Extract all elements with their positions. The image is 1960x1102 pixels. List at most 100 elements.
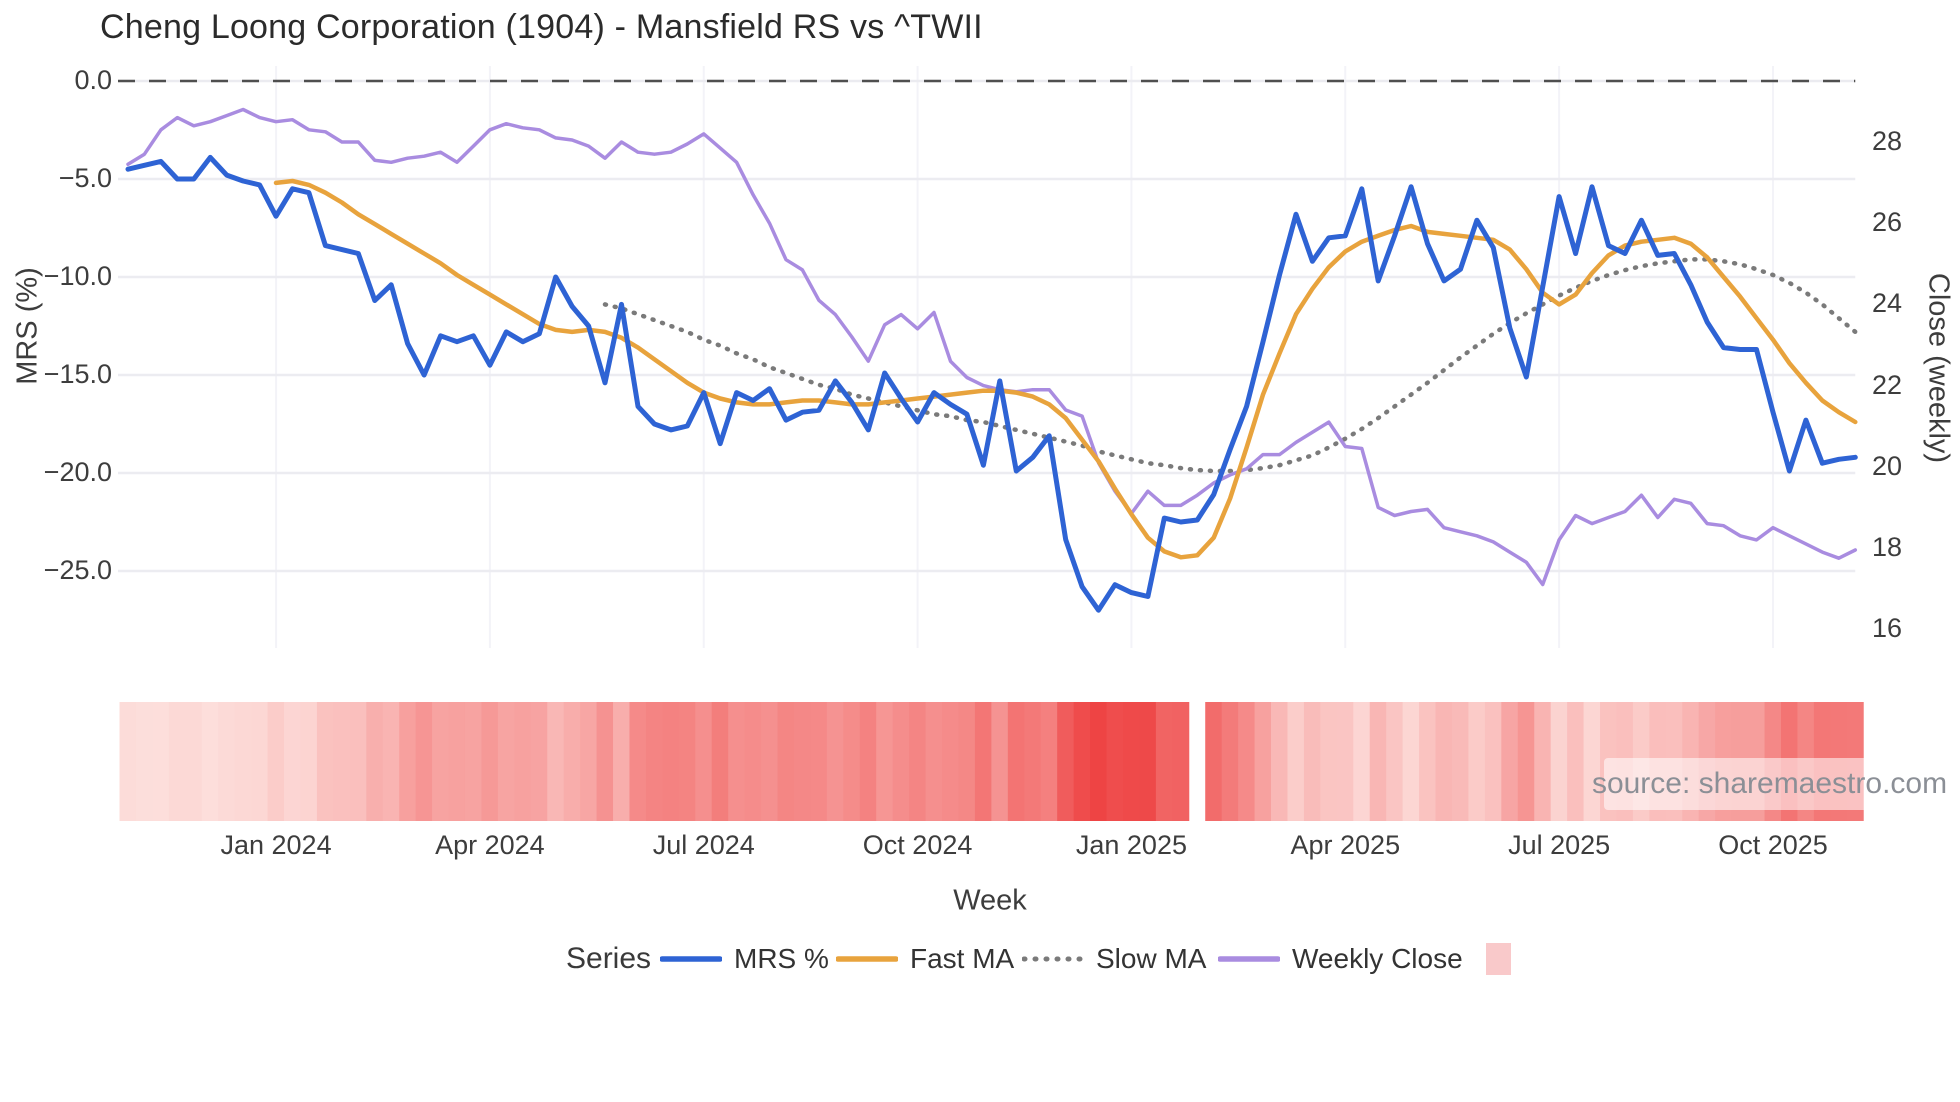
x-axis-tick-label: Oct 2024 <box>862 830 973 860</box>
heatmap-cell <box>1106 702 1124 821</box>
heatmap-cell <box>1122 702 1140 821</box>
series-line-weekly-close <box>126 107 1858 587</box>
fast-ma-line-swatch-icon <box>836 956 898 962</box>
heatmap-cell <box>251 702 269 821</box>
heatmap-cell <box>1073 702 1091 821</box>
heatmap-cell <box>547 702 565 821</box>
heatmap-cell <box>613 702 630 821</box>
heatmap-cell <box>1057 702 1075 821</box>
heatmap-cell <box>432 702 450 821</box>
legend-item-fast-ma: Fast MA <box>836 936 1014 982</box>
x-axis-tick-label: Jan 2025 <box>1075 830 1187 860</box>
heatmap-cell <box>1205 702 1223 821</box>
heatmap-cell <box>596 702 614 821</box>
heatmap-cell <box>1155 702 1173 821</box>
legend-item-label: Fast MA <box>910 943 1015 974</box>
legend-item-weekly-close: Weekly Close <box>1218 936 1463 982</box>
heatmap-cell <box>678 702 696 821</box>
heatmap-cell <box>876 702 894 821</box>
heatmap-cell <box>859 702 877 821</box>
heatmap-cell <box>168 702 186 821</box>
heatmap-cell <box>1271 702 1288 821</box>
heatmap-cell <box>530 702 548 821</box>
source-watermark: source: sharemaestro.com <box>1592 758 1947 810</box>
heatmap-cell <box>761 702 779 821</box>
heatmap-cell <box>1221 702 1239 821</box>
legend-item-label: MRS % <box>734 943 829 974</box>
series-line-slow-ma <box>602 257 1858 474</box>
left-axis-tick-label: −10.0 <box>43 261 112 291</box>
heatmap-cell <box>382 702 400 821</box>
series-line-mrs- <box>125 154 1858 613</box>
heatmap-cell <box>826 702 844 821</box>
heatmap-cell <box>464 702 482 821</box>
heatmap-cell <box>399 702 417 821</box>
heatmap-cell <box>218 702 236 821</box>
heatmap-cell <box>810 702 828 821</box>
heatmap-cell <box>514 702 532 821</box>
heatmap-cell <box>1353 702 1371 821</box>
heatmap-cell <box>267 702 285 821</box>
heatmap-cell <box>629 702 647 821</box>
heatmap-cell <box>284 702 301 821</box>
heatmap-cell <box>1090 702 1108 821</box>
legend-item-label: Weekly Close <box>1292 943 1463 974</box>
heatmap-cell <box>481 702 499 821</box>
heatmap-cell <box>958 702 976 821</box>
left-axis-tick-label: −5.0 <box>58 163 112 193</box>
heatmap-cell <box>728 702 746 821</box>
heatmap-cell <box>744 702 762 821</box>
heatmap-cell <box>1369 702 1387 821</box>
heatmap-cell <box>1139 702 1157 821</box>
heatmap-cell <box>1172 702 1190 821</box>
legend: Series MRS % Fast MA Slow MA Weekly Close <box>0 936 1960 982</box>
heatmap-cell <box>909 702 927 821</box>
heatmap-cell <box>201 702 219 821</box>
heatmap-cell <box>1320 702 1338 821</box>
heatmap-cell <box>1254 702 1272 821</box>
heatmap-cell <box>711 702 729 821</box>
heatmap-cell <box>1040 702 1058 821</box>
right-axis-tick-label: 26 <box>1872 207 1903 238</box>
x-axis-tick-label: Jul 2025 <box>1508 830 1611 860</box>
x-axis-tick-label: Oct 2025 <box>1718 830 1828 860</box>
heatmap-cell <box>925 702 943 821</box>
x-axis-tick-label: Apr 2025 <box>1290 830 1401 860</box>
mrs--line-swatch-icon <box>660 956 722 962</box>
left-axis-tick-label: −20.0 <box>43 457 112 487</box>
heatmap-cell <box>1517 702 1535 821</box>
heatmap-cell <box>563 702 581 821</box>
heatmap-legend-swatch <box>1486 943 1511 975</box>
right-axis-tick-label: 16 <box>1872 613 1903 644</box>
heatmap-cell <box>1484 702 1502 821</box>
heatmap-cell <box>1007 702 1025 821</box>
heatmap-cell <box>1435 702 1453 821</box>
heatmap-cell <box>1419 702 1437 821</box>
heatmap-cell <box>152 702 170 821</box>
heatmap-cell <box>1534 702 1552 821</box>
x-axis-tick-label: Jan 2024 <box>220 830 332 860</box>
heatmap-cell <box>119 702 137 821</box>
heatmap-cell <box>316 702 334 821</box>
heatmap-cell <box>1468 702 1486 821</box>
heatmap-cell <box>415 702 433 821</box>
left-axis-tick-label: 0.0 <box>74 65 112 95</box>
heatmap-cell <box>1501 702 1519 821</box>
x-axis-tick-label: Apr 2024 <box>435 830 545 860</box>
heatmap-cell <box>135 702 153 821</box>
heatmap-cell <box>991 702 1009 821</box>
heatmap-cell <box>777 702 795 821</box>
heatmap-cell <box>942 702 959 821</box>
heatmap-cell <box>1287 702 1305 821</box>
weekly-close-line-swatch-icon <box>1218 956 1280 962</box>
heatmap-cell <box>793 702 811 821</box>
heatmap-cell <box>349 702 367 821</box>
heatmap-cell <box>892 702 910 821</box>
heatmap-cell <box>1550 702 1568 821</box>
heatmap-cell <box>1583 702 1601 821</box>
heatmap-cell <box>1451 702 1469 821</box>
heatmap-cell <box>695 702 713 821</box>
heatmap-cell <box>580 702 598 821</box>
heatmap-cell <box>1238 702 1256 821</box>
